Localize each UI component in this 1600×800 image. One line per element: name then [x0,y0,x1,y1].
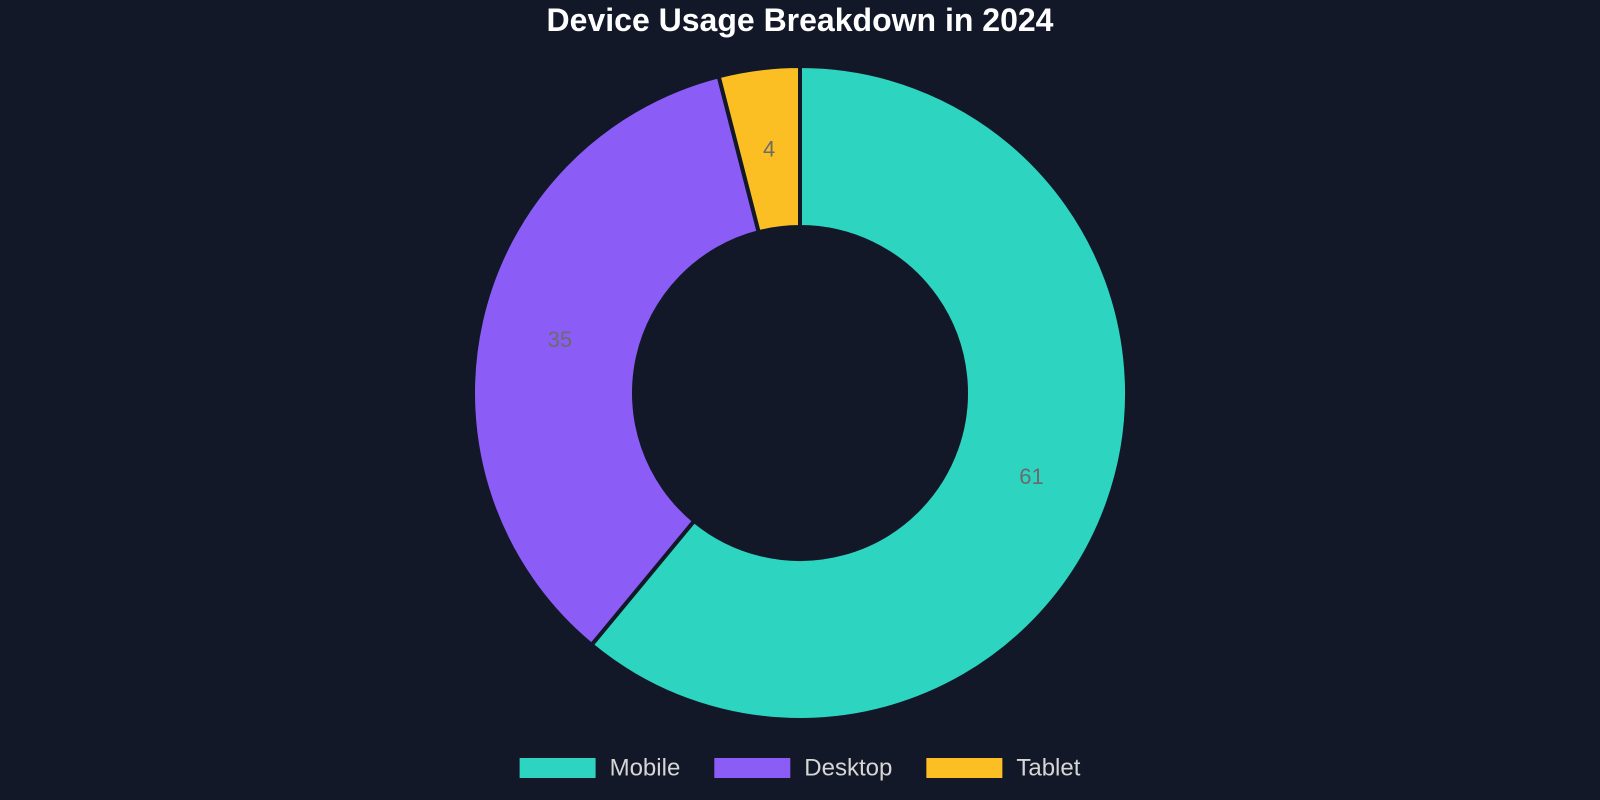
data-labels-group: 61 35 4 [548,136,1044,488]
slice-desktop[interactable] [471,73,762,648]
data-label-tablet: 4 [763,136,775,161]
data-label-mobile: 61 [1019,464,1043,489]
chart-title: Device Usage Breakdown in 2024 [546,2,1054,38]
data-label-desktop: 35 [548,327,572,352]
legend-label-tablet[interactable]: Tablet [1016,755,1080,782]
legend-swatch-tablet[interactable] [926,758,1003,778]
legend-swatch-desktop[interactable] [714,758,791,778]
legend-swatch-mobile[interactable] [519,758,596,778]
slice-tablet[interactable] [716,63,802,235]
legend-label-mobile[interactable]: Mobile [610,755,681,782]
legend: Mobile Desktop Tablet [519,755,1081,782]
slices-group [471,63,1129,722]
slice-mobile[interactable] [588,63,1129,722]
legend-label-desktop[interactable]: Desktop [804,755,892,782]
